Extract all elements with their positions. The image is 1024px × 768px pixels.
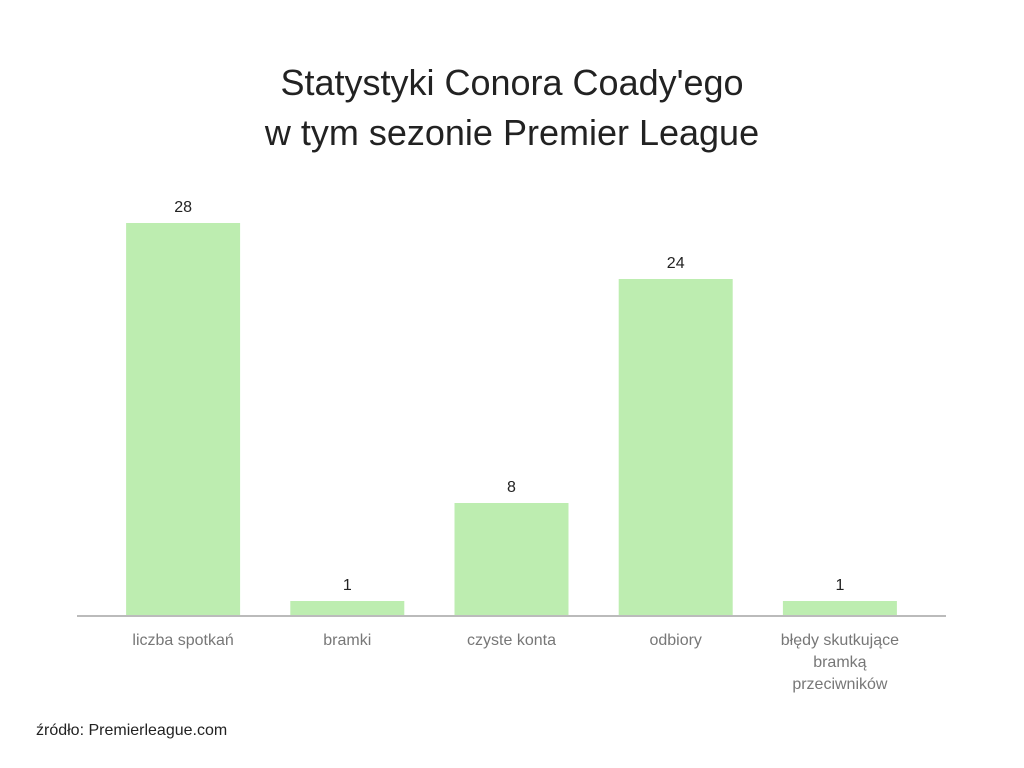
bar xyxy=(454,503,569,615)
value-label: 8 xyxy=(507,479,516,496)
x-tick-label: odbiory xyxy=(649,632,702,649)
x-tick-label: czyste konta xyxy=(467,632,556,649)
x-tick-label: bramki xyxy=(323,632,372,649)
value-label: 1 xyxy=(343,577,352,594)
bar xyxy=(618,279,733,615)
value-label: 28 xyxy=(174,199,192,216)
chart-title: Statystyki Conora Coady'ego w tym sezoni… xyxy=(264,62,760,153)
x-tick-label: błędy skutkujące bramką przeciwników xyxy=(780,632,900,693)
source: źródło: Premierleague.com xyxy=(36,722,228,739)
bar xyxy=(782,601,897,615)
value-label: 1 xyxy=(835,577,844,594)
bar xyxy=(126,223,241,615)
value-label: 24 xyxy=(667,255,685,272)
x-tick-label: liczba spotkań xyxy=(132,632,234,649)
bar xyxy=(290,601,405,615)
